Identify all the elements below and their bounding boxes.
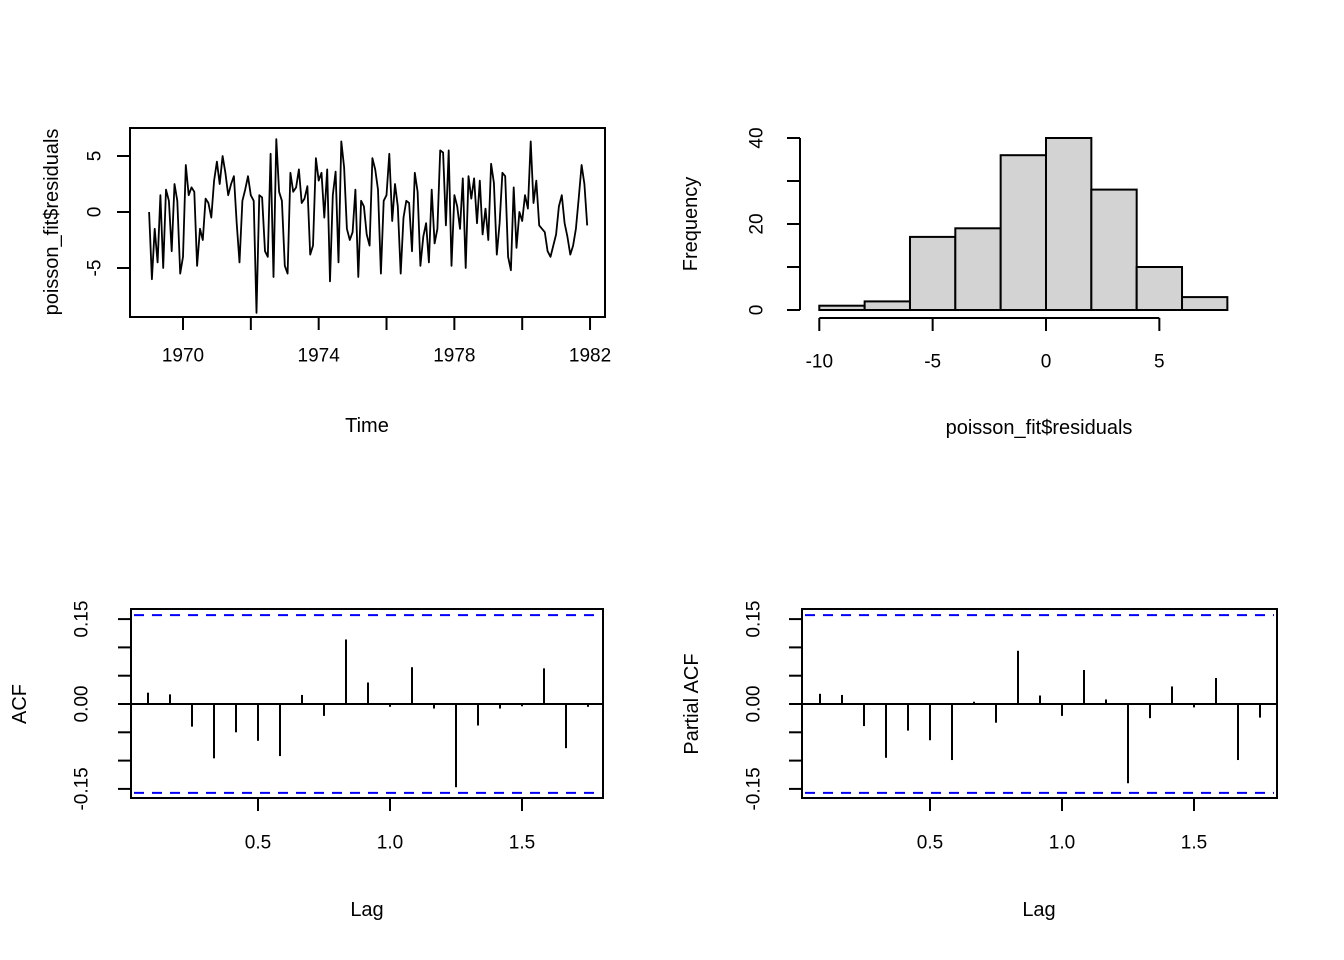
y-axis-tick-label: 0.00 [744,686,765,723]
x-axis-tick-label: 1974 [298,346,341,367]
x-axis-tick-label: 1.5 [1181,833,1207,854]
histogram-bar [1181,296,1229,312]
histogram-bar [999,154,1048,311]
y-axis-tick-label: -0.15 [72,767,93,810]
x-axis-tick-label: -5 [924,352,941,373]
acf-plot-area: 0.5 1.0 1.5 -0.15 0.00 0.15 [72,601,604,854]
histogram-plot-area: 0 20 40 -10 -5 0 5 [747,127,1229,373]
pacf-plot-area: 0.5 1.0 1.5 -0.15 0.00 0.15 [744,601,1278,854]
y-axis-tick-label: 0.00 [72,686,93,723]
residuals-line [148,138,589,314]
x-axis-tick-label: 0.5 [917,833,943,854]
plot-box [129,127,606,318]
histogram-bar [954,227,1002,311]
x-axis-tick-label: 1982 [569,346,611,367]
x-axis-tick-label: 5 [1154,352,1165,373]
x-axis-tick-label: 1978 [433,346,475,367]
time-series-ylabel: poisson_fit$residuals [41,129,63,316]
acf-xlabel: Lag [350,899,383,921]
acf-panel: 0.5 1.0 1.5 -0.15 0.00 0.15 Lag ACF [0,480,672,960]
pacf-xlabel: Lag [1022,899,1055,921]
pacf-ylabel: Partial ACF [681,653,703,754]
histogram-bar [1090,188,1138,312]
histogram-ylabel: Frequency [680,177,702,272]
x-axis-tick-label: 1.0 [377,833,403,854]
x-axis-tick-label: 1.5 [509,833,535,854]
y-axis-tick-label: 5 [85,151,106,162]
histogram-bar [818,304,866,312]
y-axis-tick-label: -0.15 [744,767,765,810]
y-axis-tick-label: 0.15 [72,601,93,638]
x-axis-tick-label: 1970 [162,346,204,367]
time-series-plot-area: 1970 1974 1978 1982 5 0 -5 [85,127,611,367]
histogram-bar [1135,266,1184,311]
y-axis-tick-label: 0.15 [744,601,765,638]
x-axis-tick-label: -10 [806,352,833,373]
histogram-bar [863,300,911,311]
histogram-xlabel: poisson_fit$residuals [946,417,1133,439]
y-axis-tick-label: -5 [85,260,106,277]
histogram-bar [1045,137,1093,311]
pacf-panel: 0.5 1.0 1.5 -0.15 0.00 0.15 Lag Partial ACF [672,480,1344,960]
y-axis-tick-label: 20 [747,213,768,234]
acf-ylabel: ACF [9,684,31,724]
histogram-panel: 0 20 40 -10 -5 0 5 poisson_fit$residuals Frequ… [672,0,1344,480]
y-axis-tick-label: 0 [747,305,768,316]
y-axis-tick-label: 0 [85,207,106,218]
x-axis-tick-label: 0.5 [245,833,271,854]
time-series-panel: 1970 1974 1978 1982 5 0 -5 Time poisson_fit$re… [0,0,672,480]
x-axis-tick-label: 0 [1041,352,1052,373]
x-axis-tick-label: 1.0 [1049,833,1075,854]
y-axis-tick-label: 40 [747,127,768,148]
histogram-bar [908,235,957,311]
time-series-xlabel: Time [345,415,389,437]
